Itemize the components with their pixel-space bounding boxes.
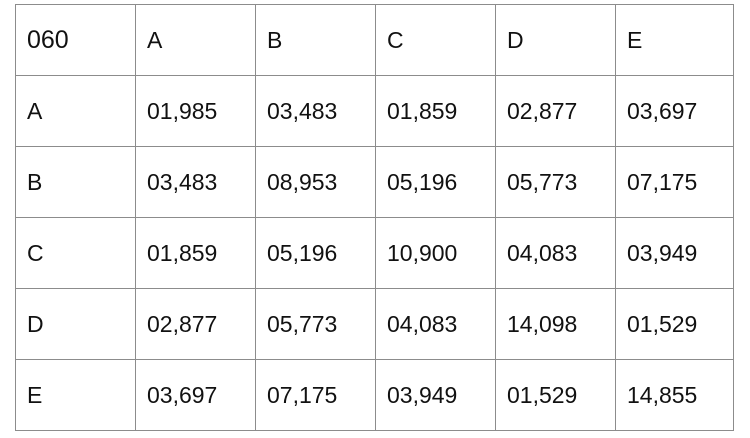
table-cell: 05,196	[255, 217, 376, 289]
table-cell: 14,098	[495, 288, 616, 360]
row-header-e: E	[15, 359, 136, 431]
table-cell: 08,953	[255, 146, 376, 218]
row-header-a: A	[15, 75, 136, 147]
column-header-d: D	[495, 4, 616, 76]
table-cell: 01,529	[615, 288, 734, 360]
column-header-b: B	[255, 4, 376, 76]
table-cell: 05,196	[375, 146, 496, 218]
corner-label-cell: 060	[15, 4, 136, 76]
table-cell: 03,949	[615, 217, 734, 289]
table-cell: 04,083	[375, 288, 496, 360]
column-header-e: E	[615, 4, 734, 76]
table-cell: 01,859	[135, 217, 256, 289]
column-header-c: C	[375, 4, 496, 76]
row-header-d: D	[15, 288, 136, 360]
table-row-b: B 03,483 08,953 05,196 05,773 07,175	[15, 146, 734, 218]
table-cell: 01,859	[375, 75, 496, 147]
table-row-e: E 03,697 07,175 03,949 01,529 14,855	[15, 359, 734, 431]
table-cell: 03,483	[255, 75, 376, 147]
table-cell: 07,175	[255, 359, 376, 431]
table-cell: 05,773	[255, 288, 376, 360]
table-cell: 14,855	[615, 359, 734, 431]
table-cell: 10,900	[375, 217, 496, 289]
table-row-c: C 01,859 05,196 10,900 04,083 03,949	[15, 217, 734, 289]
table-cell: 05,773	[495, 146, 616, 218]
header-row: 060 A B C D E	[15, 4, 734, 76]
table-cell: 03,949	[375, 359, 496, 431]
table-cell: 01,529	[495, 359, 616, 431]
table-cell: 02,877	[495, 75, 616, 147]
column-header-a: A	[135, 4, 256, 76]
table-row-a: A 01,985 03,483 01,859 02,877 03,697	[15, 75, 734, 147]
table-cell: 01,985	[135, 75, 256, 147]
covariance-matrix-table: 060 A B C D E A 01,985 03,483 01,859 02,…	[15, 4, 734, 431]
table-cell: 03,483	[135, 146, 256, 218]
table-cell: 04,083	[495, 217, 616, 289]
table-cell: 07,175	[615, 146, 734, 218]
table-row-d: D 02,877 05,773 04,083 14,098 01,529	[15, 288, 734, 360]
row-header-c: C	[15, 217, 136, 289]
table-cell: 03,697	[135, 359, 256, 431]
table-cell: 03,697	[615, 75, 734, 147]
row-header-b: B	[15, 146, 136, 218]
table-cell: 02,877	[135, 288, 256, 360]
